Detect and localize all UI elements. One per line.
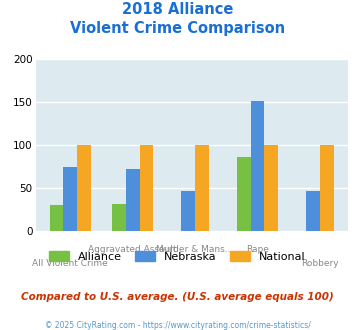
- Text: Compared to U.S. average. (U.S. average equals 100): Compared to U.S. average. (U.S. average …: [21, 292, 334, 302]
- Bar: [126, 169, 140, 231]
- Text: Aggravated Assault: Aggravated Assault: [88, 245, 177, 254]
- Bar: [195, 145, 209, 231]
- Text: Violent Crime Comparison: Violent Crime Comparison: [70, 21, 285, 36]
- Bar: [77, 145, 91, 231]
- Bar: [264, 145, 278, 231]
- Bar: [50, 205, 64, 231]
- Text: All Violent Crime: All Violent Crime: [32, 259, 108, 268]
- Text: © 2025 CityRating.com - https://www.cityrating.com/crime-statistics/: © 2025 CityRating.com - https://www.city…: [45, 321, 310, 330]
- Bar: [251, 101, 264, 231]
- Bar: [64, 167, 77, 231]
- Text: Robbery: Robbery: [301, 259, 339, 268]
- Bar: [140, 145, 153, 231]
- Bar: [320, 145, 334, 231]
- Bar: [237, 157, 251, 231]
- Bar: [112, 204, 126, 231]
- Text: Murder & Mans...: Murder & Mans...: [157, 245, 234, 254]
- Bar: [181, 191, 195, 231]
- Text: 2018 Alliance: 2018 Alliance: [122, 2, 233, 16]
- Text: Rape: Rape: [246, 245, 269, 254]
- Legend: Alliance, Nebraska, National: Alliance, Nebraska, National: [45, 247, 310, 267]
- Bar: [306, 191, 320, 231]
